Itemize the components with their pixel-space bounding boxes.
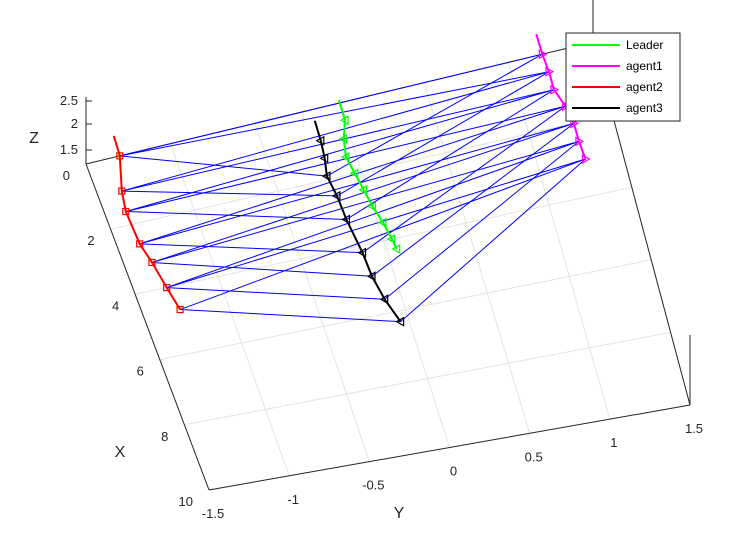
tick-labels: 1.5 2 2.5 0 2 4 6 8 10 -1.5 -1 -0.5 0 0.5 1 1.5 — [60, 93, 703, 521]
link-line — [371, 122, 575, 277]
data-point — [148, 258, 156, 267]
data-point — [575, 136, 585, 147]
grid-line-y — [423, 82, 531, 434]
data-point — [340, 151, 350, 163]
y-tick-label: 1.5 — [685, 421, 703, 436]
y-tick-label: 1 — [610, 435, 617, 450]
axis-edge — [208, 404, 691, 491]
data-point — [367, 201, 377, 212]
link-line — [179, 158, 586, 311]
grid-line-y — [508, 62, 611, 420]
link-line — [151, 140, 580, 263]
link-line — [119, 155, 327, 177]
series-line-Leader — [342, 120, 398, 250]
link-line — [346, 89, 555, 220]
data-point — [366, 271, 376, 282]
data-point — [545, 66, 555, 77]
link-line — [336, 71, 550, 197]
data-point — [163, 284, 171, 292]
legend-label-agent3: agent3 — [626, 101, 663, 115]
axis-edge — [85, 163, 210, 491]
series-tail-Leader — [338, 99, 346, 121]
link-line — [119, 53, 543, 157]
y-tick-label: 0 — [450, 464, 457, 479]
grid-line-y — [254, 123, 370, 462]
z-tick-label: 2.5 — [60, 93, 78, 108]
data-point — [331, 190, 341, 201]
grid-line-y — [170, 143, 290, 477]
series-tail-agent3 — [313, 120, 322, 142]
y-tick-label: -1.5 — [202, 506, 224, 521]
link-line — [121, 89, 555, 192]
series-line-agent3 — [319, 140, 402, 323]
series-line-agent2 — [118, 155, 181, 311]
data-point — [321, 171, 331, 182]
x-axis-label: X — [115, 444, 126, 461]
x-tick-label: 10 — [179, 494, 193, 509]
x-tick-label: 0 — [63, 168, 70, 183]
y-tick-label: -0.5 — [362, 478, 384, 493]
link-line — [119, 71, 550, 157]
legend-label-Leader: Leader — [626, 38, 663, 52]
x-tick-label: 4 — [112, 298, 119, 313]
y-tick-label: 0.5 — [525, 449, 543, 464]
data-point — [136, 240, 144, 248]
data-point — [339, 115, 349, 126]
link-line — [125, 89, 555, 212]
link-line — [384, 141, 580, 300]
data-point — [118, 187, 126, 195]
data-point — [358, 184, 368, 195]
data-point — [349, 168, 359, 179]
link-line — [121, 190, 337, 197]
link-line — [166, 158, 586, 289]
link-line — [139, 243, 363, 254]
data-point — [319, 153, 329, 164]
data-point — [341, 214, 351, 225]
link-line — [151, 261, 373, 277]
data-point — [338, 133, 348, 145]
data-point — [581, 153, 591, 165]
link-line — [326, 53, 543, 177]
link-line — [400, 158, 586, 323]
data-point — [116, 152, 124, 160]
link-line — [180, 309, 401, 323]
legend-label-agent1: agent1 — [626, 59, 663, 73]
legend-label-agent2: agent2 — [626, 80, 663, 94]
x-tick-label: 8 — [161, 429, 168, 444]
link-line — [121, 71, 550, 192]
data-point — [377, 217, 387, 228]
link-line — [362, 105, 566, 254]
plot-area — [112, 33, 591, 327]
legend: Leader agent1 agent2 agent3 — [565, 32, 681, 122]
link-line — [166, 140, 580, 289]
grid-line-y — [339, 102, 450, 448]
y-axis-label: Y — [394, 505, 405, 522]
legend-box — [565, 32, 681, 122]
data-point — [122, 207, 130, 216]
data-point — [386, 233, 396, 245]
data-point — [357, 247, 367, 258]
x-tick-label: 2 — [87, 233, 94, 248]
data-point — [395, 316, 405, 327]
data-point — [550, 84, 560, 95]
z-tick-label: 1.5 — [60, 142, 78, 157]
link-line — [166, 287, 385, 300]
x-tick-label: 6 — [137, 364, 144, 379]
data-point — [379, 294, 389, 305]
link-line — [139, 122, 575, 245]
z-tick-label: 2 — [71, 116, 78, 131]
data-point — [538, 49, 548, 60]
data-point — [315, 135, 325, 146]
z-axis-label: Z — [29, 130, 39, 147]
y-tick-label: -1 — [287, 492, 299, 507]
link-line — [151, 122, 575, 263]
data-point — [391, 243, 401, 255]
data-point — [176, 305, 184, 314]
